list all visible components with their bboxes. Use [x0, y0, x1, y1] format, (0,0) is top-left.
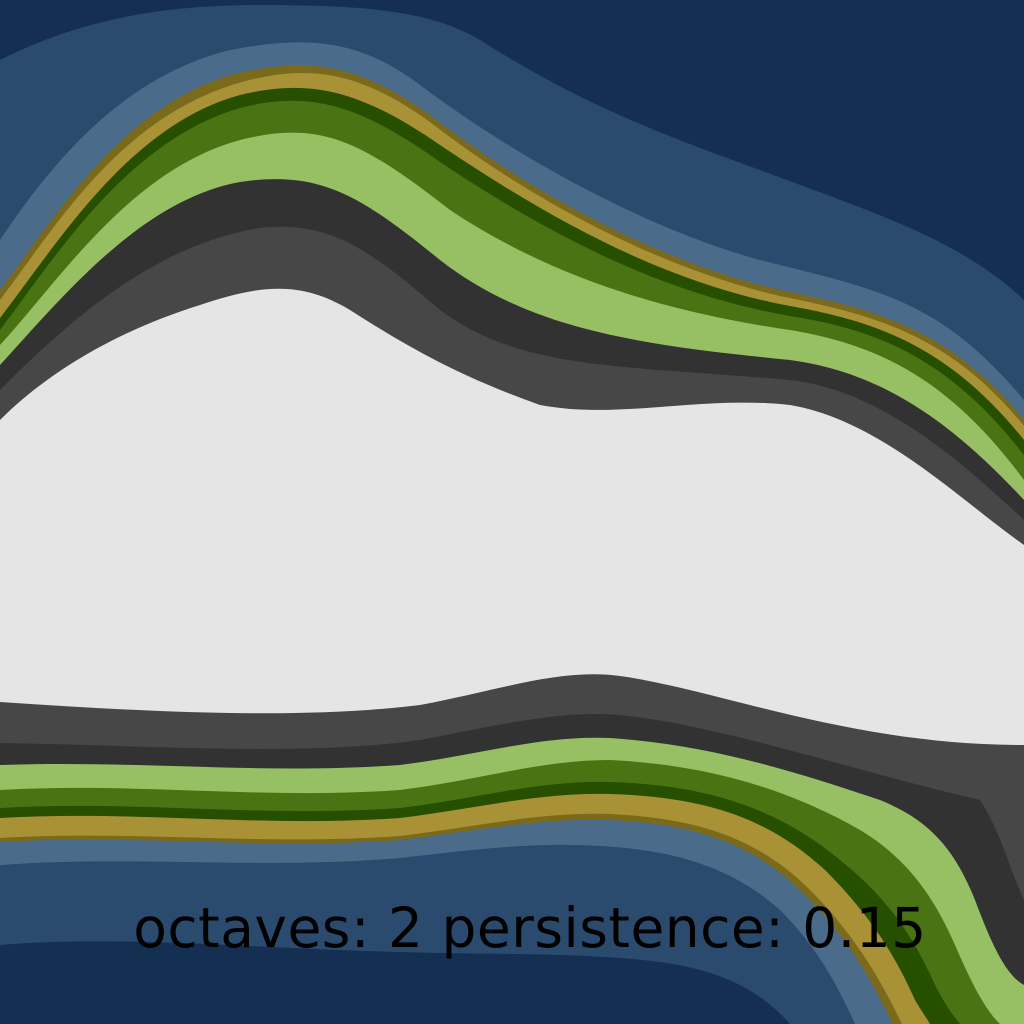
noise-parameters-caption: octaves: 2 persistence: 0.15	[133, 896, 927, 960]
lower-deep-water-band	[0, 941, 790, 1024]
snow-peak-region	[0, 288, 1024, 745]
